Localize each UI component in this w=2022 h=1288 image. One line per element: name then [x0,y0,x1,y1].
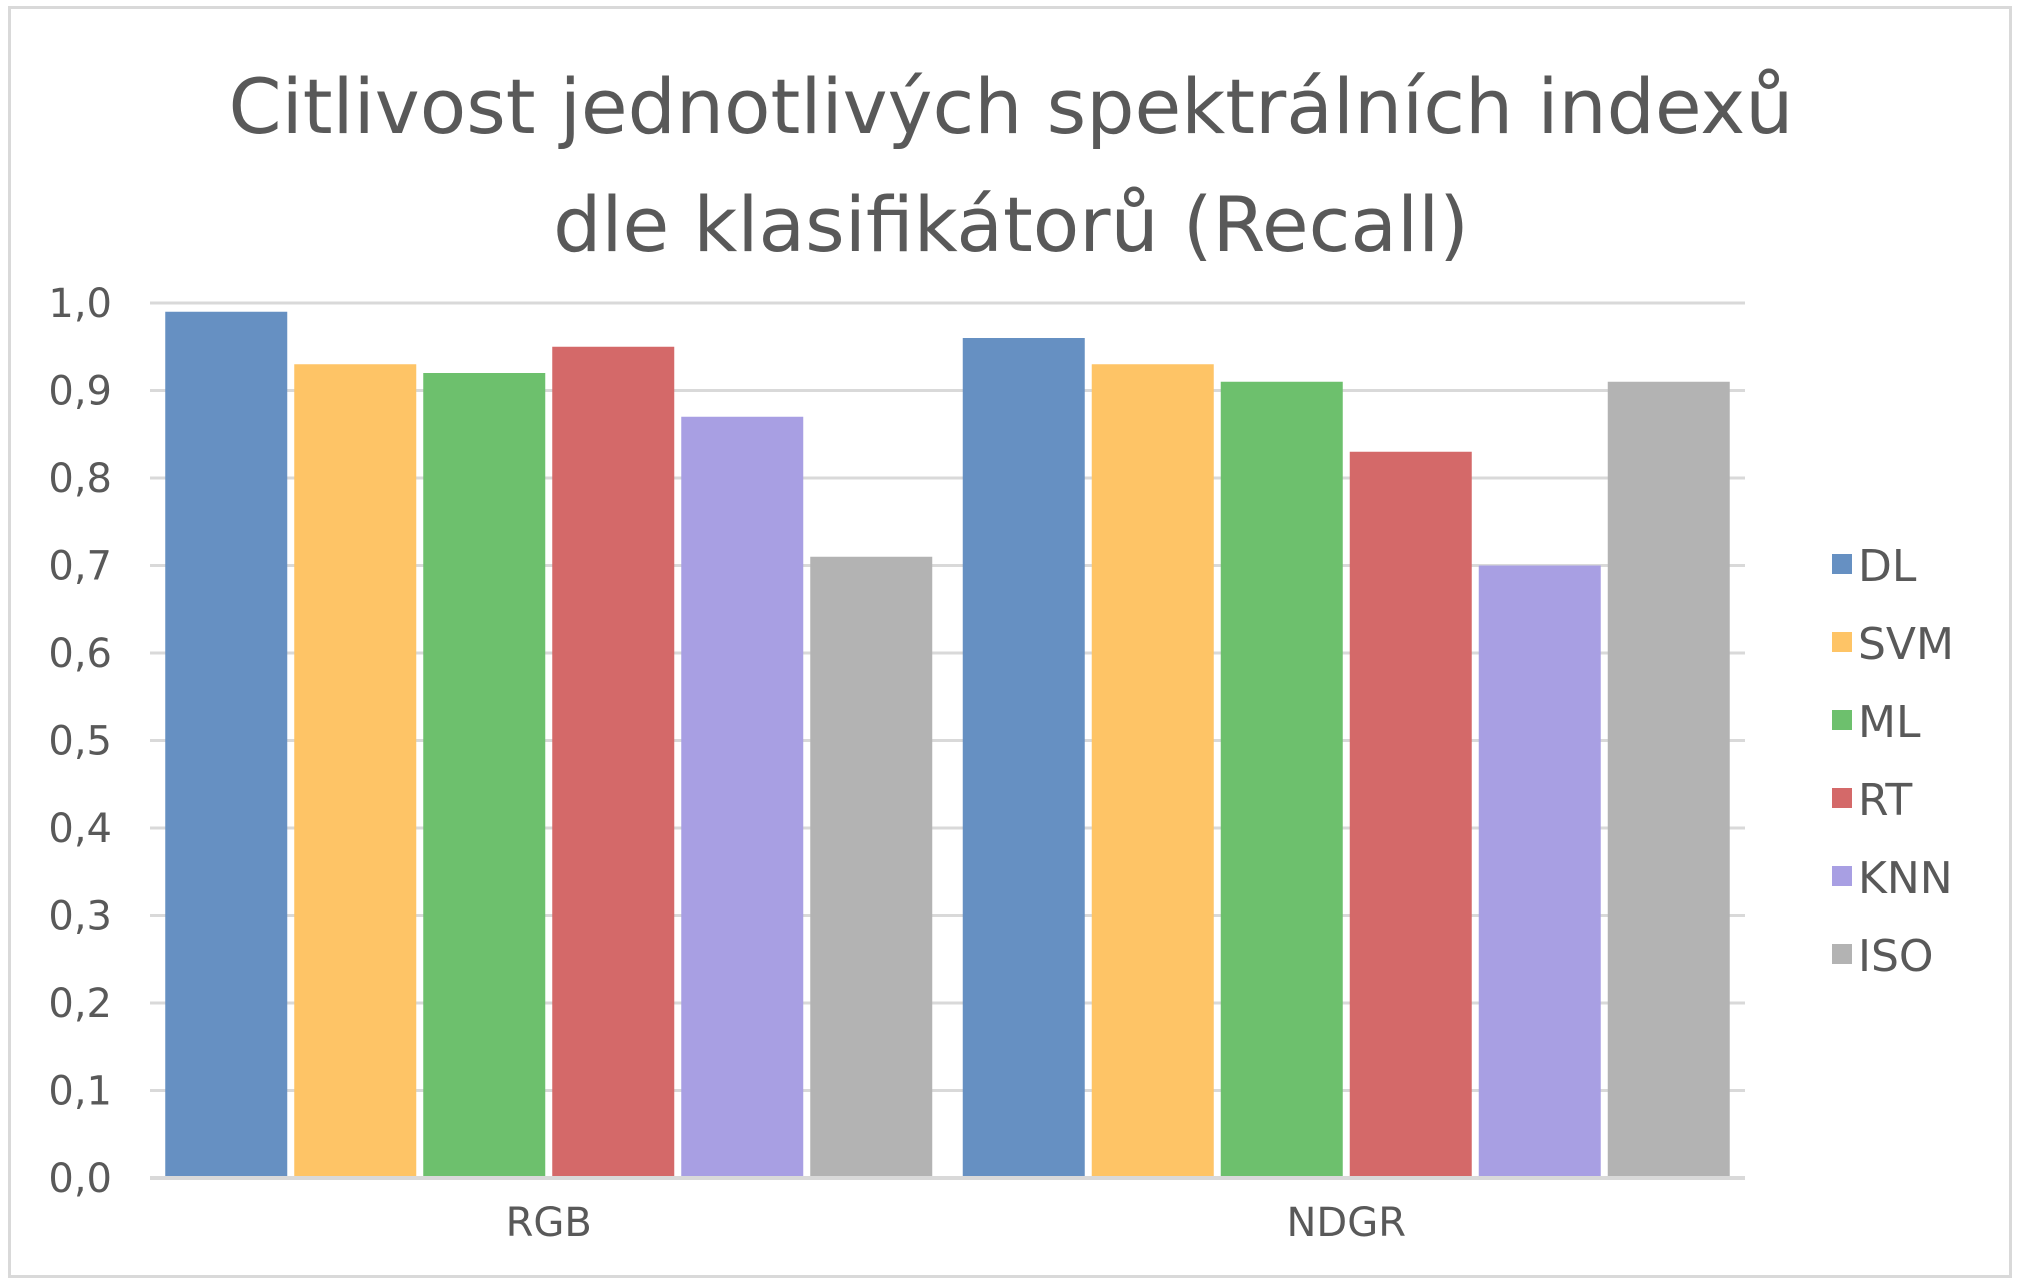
y-tick-label: 0,4 [48,806,112,852]
bar-iso-ndgr [1607,381,1730,1178]
chart-title: Citlivost jednotlivých spektrálních inde… [0,48,2022,284]
axes: 0,0 0,1 0,2 0,3 0,4 0,5 0,6 0,7 0,8 0,9 1,0 RGB NDGR [48,281,1745,1246]
y-tick-label: 1,0 [48,281,112,327]
x-category-label: RGB [506,1200,592,1246]
legend-label-iso: ISO [1858,931,1934,982]
y-tick-label: 0,7 [48,544,112,590]
y-tick-label: 0,0 [48,1156,112,1202]
bar-rt-ndgr [1349,451,1472,1178]
y-tick-label: 0,2 [48,981,112,1027]
bar-knn-ndgr [1478,565,1601,1178]
bar-dl-ndgr [962,338,1085,1178]
bars [165,311,1730,1178]
bar-rt-rgb [552,346,675,1178]
legend: DL SVM ML RT KNN ISO [1832,541,1954,982]
y-tick-label: 0,9 [48,369,112,415]
legend-label-svm: SVM [1858,619,1954,670]
bar-svm-ndgr [1091,364,1214,1178]
bar-ml-ndgr [1220,381,1343,1178]
y-tick-label: 0,6 [48,631,112,677]
chart-title-line-1: Citlivost jednotlivých spektrálních inde… [228,62,1794,151]
legend-swatch-iso [1832,944,1852,964]
bar-ml-rgb [423,373,546,1178]
x-category-label: NDGR [1286,1200,1406,1246]
chart-title-line-2: dle klasifikátorů (Recall) [553,180,1469,269]
legend-label-ml: ML [1858,697,1921,748]
y-tick-label: 0,8 [48,456,112,502]
legend-swatch-dl [1832,554,1852,574]
bar-iso-rgb [810,556,933,1178]
legend-label-dl: DL [1858,541,1917,592]
legend-swatch-knn [1832,866,1852,886]
y-tick-label: 0,1 [48,1069,112,1115]
bar-knn-rgb [681,416,804,1178]
y-tick-label: 0,5 [48,719,112,765]
legend-swatch-ml [1832,710,1852,730]
legend-label-knn: KNN [1858,853,1953,904]
bar-svm-rgb [294,364,417,1178]
y-tick-label: 0,3 [48,894,112,940]
legend-swatch-svm [1832,632,1852,652]
bar-dl-rgb [165,311,288,1178]
legend-label-rt: RT [1858,775,1912,826]
legend-swatch-rt [1832,788,1852,808]
